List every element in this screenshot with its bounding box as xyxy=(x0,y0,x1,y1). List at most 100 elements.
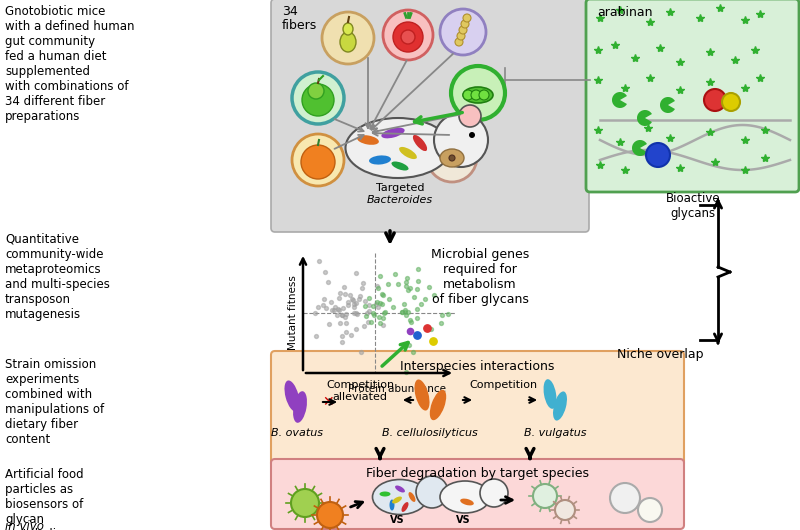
Point xyxy=(398,300,410,308)
Point xyxy=(398,308,411,316)
Ellipse shape xyxy=(293,391,307,423)
Text: 34: 34 xyxy=(282,5,298,18)
Circle shape xyxy=(646,143,670,167)
Wedge shape xyxy=(632,140,647,156)
Ellipse shape xyxy=(369,155,391,165)
Text: Quantitative
community-wide
metaproteomics
and multi-species
transposon
mutagene: Quantitative community-wide metaproteomi… xyxy=(5,233,110,321)
Point xyxy=(367,311,380,319)
Text: B. cellulosilyticus: B. cellulosilyticus xyxy=(382,428,478,438)
Ellipse shape xyxy=(346,118,450,178)
Wedge shape xyxy=(660,97,675,113)
Point xyxy=(419,295,432,303)
Text: Targeted: Targeted xyxy=(376,183,424,193)
Point xyxy=(341,301,354,309)
Wedge shape xyxy=(637,110,652,126)
Ellipse shape xyxy=(373,480,427,515)
Point xyxy=(366,309,379,317)
Text: Gnotobiotic mice
with a defined human
gut community
fed a human diet
supplemente: Gnotobiotic mice with a defined human gu… xyxy=(5,5,134,123)
Text: Bacteroides: Bacteroides xyxy=(367,195,433,205)
Circle shape xyxy=(722,93,740,111)
Point xyxy=(337,303,350,312)
Text: Mutant fitness: Mutant fitness xyxy=(288,276,298,350)
Point xyxy=(350,308,362,317)
Point xyxy=(327,305,340,314)
Text: Strain omission
experiments
combined with
manipulations of
dietary fiber
content: Strain omission experiments combined wit… xyxy=(5,358,104,446)
Point xyxy=(335,338,348,346)
Point xyxy=(372,303,385,311)
Circle shape xyxy=(479,90,489,100)
Point xyxy=(335,310,348,319)
Point xyxy=(377,290,390,299)
Point xyxy=(350,324,362,333)
Point xyxy=(376,314,389,323)
Ellipse shape xyxy=(382,128,405,138)
Circle shape xyxy=(440,9,486,55)
Point xyxy=(434,319,447,328)
Point xyxy=(374,299,386,307)
Point xyxy=(395,307,408,316)
Point xyxy=(338,313,351,322)
Point xyxy=(347,309,360,317)
Point xyxy=(323,320,336,329)
Point xyxy=(350,310,363,318)
Text: in vivo: in vivo xyxy=(5,520,44,530)
Point xyxy=(358,302,371,310)
Point xyxy=(398,306,411,314)
FancyBboxPatch shape xyxy=(271,459,684,529)
Point xyxy=(317,301,330,310)
Circle shape xyxy=(469,132,475,138)
Circle shape xyxy=(317,502,343,528)
Ellipse shape xyxy=(440,481,490,513)
Point xyxy=(338,282,351,291)
Point xyxy=(318,268,331,277)
Point xyxy=(400,274,413,282)
Ellipse shape xyxy=(402,502,409,512)
Text: Competition: Competition xyxy=(469,380,537,390)
Point xyxy=(410,331,423,339)
Point xyxy=(392,279,405,288)
Point xyxy=(400,368,413,377)
Point xyxy=(371,282,384,291)
Point xyxy=(335,331,348,340)
Point xyxy=(329,303,342,312)
Point xyxy=(346,296,359,305)
Point xyxy=(370,297,383,306)
Text: Competition
alleviated: Competition alleviated xyxy=(326,380,394,402)
Point xyxy=(309,332,322,340)
Text: Bioactive
glycans: Bioactive glycans xyxy=(666,192,720,220)
Circle shape xyxy=(463,14,471,22)
Point xyxy=(312,303,325,311)
Point xyxy=(345,330,358,339)
Ellipse shape xyxy=(340,32,356,52)
FancyBboxPatch shape xyxy=(271,0,589,232)
Point xyxy=(354,348,367,357)
Wedge shape xyxy=(612,92,627,108)
Point xyxy=(334,319,346,327)
Circle shape xyxy=(610,483,640,513)
Point xyxy=(333,305,346,314)
Circle shape xyxy=(457,32,465,40)
Text: VS: VS xyxy=(456,515,470,525)
Circle shape xyxy=(471,90,481,100)
FancyArrowPatch shape xyxy=(310,161,332,173)
Circle shape xyxy=(455,38,463,46)
Point xyxy=(353,295,366,304)
Circle shape xyxy=(322,12,374,64)
Circle shape xyxy=(292,134,344,186)
Point xyxy=(411,314,424,322)
Point xyxy=(326,305,338,314)
Circle shape xyxy=(308,83,324,99)
Point xyxy=(428,291,441,299)
Ellipse shape xyxy=(553,392,567,421)
Point xyxy=(396,307,409,316)
Circle shape xyxy=(302,84,334,116)
Point xyxy=(318,295,330,303)
Point xyxy=(357,278,370,287)
Point xyxy=(422,283,435,292)
Point xyxy=(402,308,414,316)
Point xyxy=(348,303,361,312)
Point xyxy=(404,316,417,324)
Ellipse shape xyxy=(285,381,299,412)
Point xyxy=(350,298,362,307)
Point xyxy=(411,285,424,293)
